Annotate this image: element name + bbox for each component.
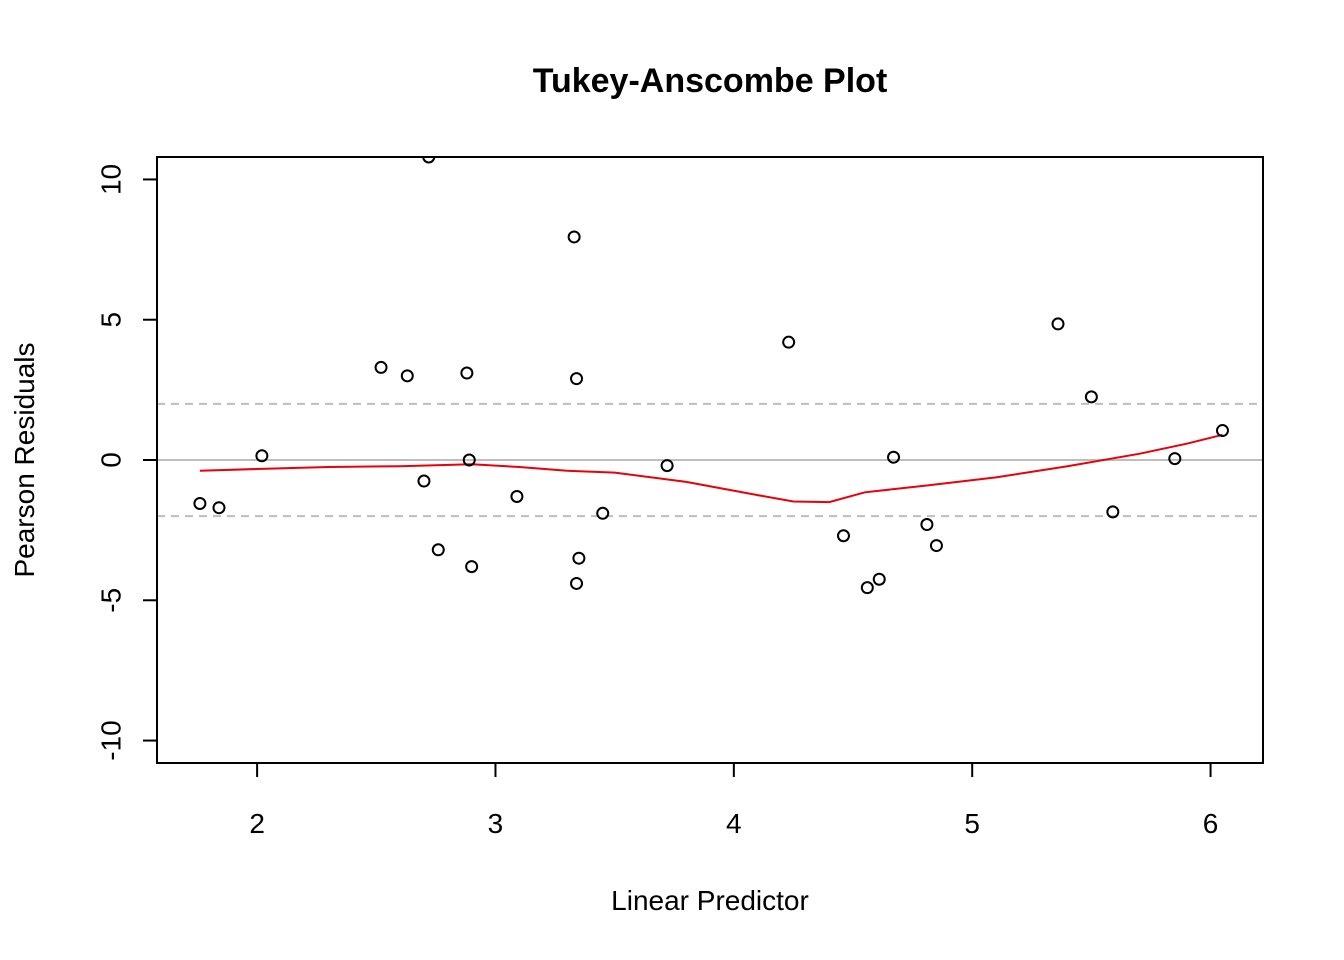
data-point	[193, 496, 207, 510]
data-point	[782, 335, 796, 349]
data-point	[836, 529, 850, 543]
x-tick-label: 6	[1203, 808, 1219, 839]
x-tick-label: 2	[249, 808, 265, 839]
y-tick-label: 10	[96, 164, 127, 195]
x-axis-label: Linear Predictor	[611, 885, 809, 916]
data-point	[567, 230, 581, 244]
data-point	[1051, 317, 1065, 331]
data-point	[920, 518, 934, 532]
data-point	[1106, 505, 1120, 519]
data-point	[422, 157, 436, 164]
data-point	[860, 581, 874, 595]
y-tick-label: 0	[96, 452, 127, 468]
data-point	[431, 543, 445, 557]
data-point	[465, 560, 479, 574]
data-point	[510, 489, 524, 503]
y-tick-label: -5	[96, 588, 127, 613]
y-tick-label: 5	[96, 312, 127, 328]
y-tick-label: -10	[96, 720, 127, 760]
y-axis-label: Pearson Residuals	[9, 342, 40, 577]
data-point	[1215, 424, 1229, 438]
data-point	[460, 366, 474, 380]
plot-area: 2 3 4 5 6 -10 -5 0 5 10	[96, 156, 1264, 839]
data-point	[212, 501, 226, 515]
data-point	[417, 474, 431, 488]
data-point	[872, 572, 886, 586]
data-point	[374, 360, 388, 374]
data-point	[572, 551, 586, 565]
x-tick-label: 5	[964, 808, 980, 839]
x-tick-label: 3	[488, 808, 504, 839]
data-point	[462, 453, 476, 467]
chart-title: Tukey-Anscombe Plot	[533, 62, 888, 100]
data-point	[400, 369, 414, 383]
data-point	[570, 576, 584, 590]
x-tick-label: 4	[726, 808, 742, 839]
data-point	[660, 459, 674, 473]
data-point	[255, 449, 269, 463]
data-point	[570, 372, 584, 386]
data-point	[929, 539, 943, 553]
data-point	[1168, 452, 1182, 466]
data-point	[1084, 390, 1098, 404]
data-point	[596, 506, 610, 520]
data-points	[193, 157, 1229, 595]
data-point	[887, 450, 901, 464]
smoother-line	[199, 433, 1223, 504]
